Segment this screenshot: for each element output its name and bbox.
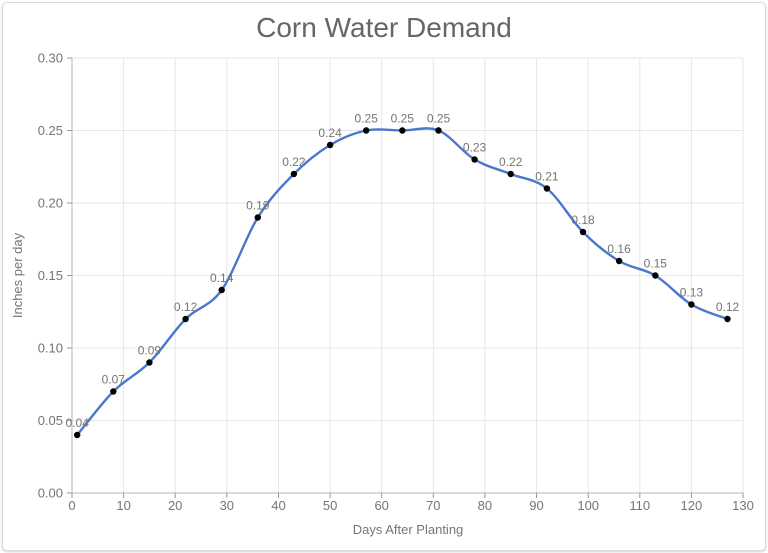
data-point-label: 0.09 — [138, 344, 162, 358]
data-point-marker — [615, 257, 623, 265]
data-point-label: 0.13 — [680, 286, 704, 300]
data-point-label: 0.12 — [716, 300, 740, 314]
data-point-marker — [507, 170, 514, 178]
data-point-marker — [326, 141, 334, 149]
data-point-marker — [218, 286, 225, 294]
y-tick-label: 0.30 — [38, 51, 63, 66]
data-point-label: 0.16 — [607, 242, 631, 256]
x-tick-label: 0 — [68, 498, 75, 513]
x-tick-label: 20 — [168, 498, 182, 513]
data-point-label: 0.23 — [463, 141, 487, 155]
x-axis-title: Days After Planting — [353, 522, 464, 537]
data-point-label: 0.18 — [571, 213, 595, 227]
data-point-label: 0.22 — [499, 155, 523, 169]
x-tick-label: 100 — [577, 498, 599, 513]
x-tick-label: 40 — [271, 498, 285, 513]
data-labels: 0.04 0.07 0.09 0.12 0.14 0.19 0.22 0.24 0.25 0.25… — [66, 112, 740, 431]
data-point-marker — [724, 315, 731, 323]
x-tick-label: 30 — [220, 498, 234, 513]
data-point-marker — [363, 127, 370, 134]
y-tick-label: 0.00 — [38, 486, 63, 501]
data-point-label: 0.04 — [66, 416, 90, 430]
y-tick-label: 0.10 — [38, 341, 63, 356]
data-point-label: 0.07 — [102, 373, 126, 387]
chart-title: Corn Water Demand — [256, 12, 512, 43]
data-point-label: 0.25 — [391, 112, 415, 126]
data-point-marker — [74, 431, 81, 439]
data-point-marker — [688, 301, 695, 308]
x-tick-label: 120 — [681, 498, 703, 513]
x-tick-label: 130 — [732, 498, 754, 513]
data-point-marker — [146, 359, 153, 366]
data-point-marker — [471, 156, 478, 163]
y-axis-title: Inches per day — [10, 232, 25, 318]
data-point-marker — [435, 127, 442, 134]
data-point-marker — [182, 315, 189, 323]
data-point-label: 0.22 — [282, 155, 306, 169]
x-tick-label: 70 — [426, 498, 440, 513]
data-point-label: 0.25 — [427, 112, 451, 126]
y-tick-label: 0.25 — [38, 123, 63, 138]
line-series — [74, 127, 731, 439]
data-point-marker — [110, 388, 117, 395]
data-point-marker — [652, 272, 659, 279]
y-tick-label: 0.20 — [38, 196, 63, 211]
y-tick-label: 0.05 — [38, 413, 63, 428]
data-point-marker — [399, 127, 406, 134]
data-point-label: 0.25 — [355, 112, 379, 126]
x-tick-label: 110 — [629, 498, 650, 513]
data-point-marker — [543, 185, 551, 192]
data-point-marker — [254, 214, 261, 221]
x-tick-label: 80 — [478, 498, 492, 513]
x-tick-label: 10 — [116, 498, 130, 513]
x-tick-label: 60 — [374, 498, 388, 513]
x-tick-label: 50 — [323, 498, 337, 513]
data-point-marker — [290, 170, 298, 178]
data-point-marker — [579, 228, 587, 236]
axes: 0 10 20 30 40 50 60 70 80 90 100 110 120 1300.000.050… — [38, 51, 754, 514]
y-tick-label: 0.15 — [38, 268, 63, 283]
data-point-label: 0.24 — [318, 126, 342, 140]
data-point-label: 0.12 — [174, 300, 198, 314]
data-point-label: 0.21 — [535, 170, 559, 184]
x-tick-label: 90 — [529, 498, 543, 513]
data-point-label: 0.14 — [210, 271, 234, 285]
data-point-label: 0.15 — [644, 257, 668, 271]
data-point-label: 0.19 — [246, 199, 270, 213]
